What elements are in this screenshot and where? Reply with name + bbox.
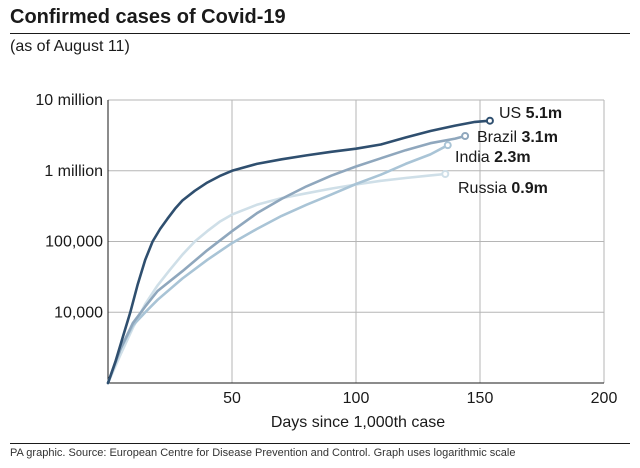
series-label-brazil: Brazil 3.1m [477,129,558,146]
series-endpoint-russia [441,169,450,178]
series-line-india [106,143,450,385]
series-value: 0.9m [511,180,547,197]
x-tick-label: 100 [343,390,370,407]
series-line-brazil [106,134,467,385]
series-endpoint-brazil [461,131,470,140]
grid-lines [108,99,605,383]
series-lines [106,116,494,385]
x-axis-label: Days since 1,000th case [271,414,445,431]
series-line-russia [106,172,447,385]
title-rule [10,33,630,34]
y-tick-label: 1 million [44,163,103,180]
series-name: Brazil [477,129,521,146]
series-name: US [499,105,526,122]
chart-title: Confirmed cases of Covid-19 [10,6,286,28]
series-label-india: India 2.3m [455,149,531,166]
series-name: India [455,149,494,166]
series-value: 3.1m [521,129,557,146]
axes: 10,000 100,000 1 million 10 million 50 100 150… [35,92,617,407]
x-tick-label: 50 [223,390,241,407]
series-label-us: US 5.1m [499,105,562,122]
series-line-us [106,119,492,385]
y-tick-label: 100,000 [45,234,103,251]
series-value: 5.1m [526,105,562,122]
footer-rule [10,443,630,444]
x-tick-label: 200 [591,390,618,407]
series-endpoint-india [443,141,452,150]
series-labels: US 5.1m Brazil 3.1m India 2.3m Russia 0.9m [455,105,562,197]
series-label-russia: Russia 0.9m [458,180,548,197]
chart-subtitle: (as of August 11) [10,38,130,55]
source-note: PA graphic. Source: European Centre for … [10,447,516,459]
x-tick-label: 150 [467,390,494,407]
series-name: Russia [458,180,511,197]
series-value: 2.3m [494,149,530,166]
y-tick-label: 10 million [35,92,103,109]
series-endpoint-us [485,116,494,125]
y-tick-label: 10,000 [54,304,103,321]
